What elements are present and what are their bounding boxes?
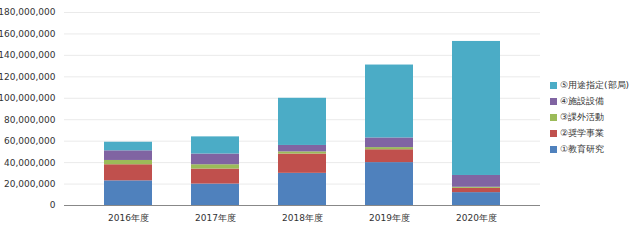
svg-text:2017年度: 2017年度 [195, 213, 236, 223]
svg-text:2019年度: 2019年度 [369, 213, 410, 223]
svg-text:2018年度: 2018年度 [282, 213, 323, 223]
svg-text:180,000,000: 180,000,000 [0, 7, 56, 17]
svg-text:2016年度: 2016年度 [108, 213, 149, 223]
svg-text:2020年度: 2020年度 [456, 213, 497, 223]
svg-text:40,000,000: 40,000,000 [4, 157, 56, 167]
svg-text:100,000,000: 100,000,000 [0, 93, 56, 103]
html-text:①教育研究: ①教育研究 [560, 144, 605, 154]
html-text:④施設設備: ④施設設備 [560, 96, 605, 106]
svg-text:20,000,000: 20,000,000 [4, 179, 56, 189]
svg-text:60,000,000: 60,000,000 [4, 136, 56, 146]
svg-text:160,000,000: 160,000,000 [0, 29, 56, 39]
svg-text:0: 0 [50, 200, 56, 210]
html-text:③課外活動: ③課外活動 [560, 112, 605, 122]
svg-text:120,000,000: 120,000,000 [0, 72, 56, 82]
svg-text:140,000,000: 140,000,000 [0, 50, 56, 60]
svg-text:80,000,000: 80,000,000 [4, 115, 56, 125]
html-text:②奨学事業: ②奨学事業 [560, 128, 605, 138]
html-text:⑤用途指定(部局): ⑤用途指定(部局) [560, 80, 630, 90]
